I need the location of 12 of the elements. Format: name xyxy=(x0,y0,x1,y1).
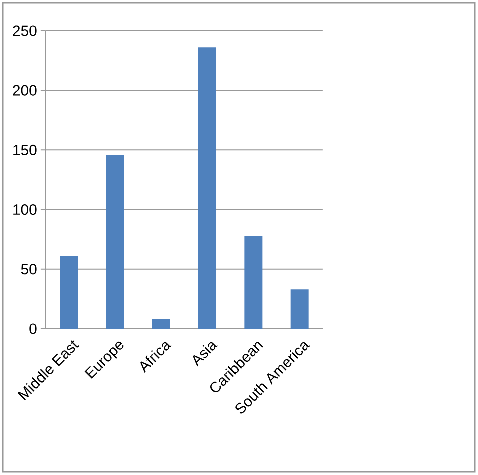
y-tick-label: 250 xyxy=(13,26,37,36)
bar xyxy=(60,256,78,329)
y-tick-label: 150 xyxy=(14,144,37,156)
y-tick-label: 0 xyxy=(30,324,37,334)
bar xyxy=(290,290,309,329)
bar xyxy=(244,236,263,329)
bar xyxy=(106,154,124,329)
y-tick-label: 100 xyxy=(14,204,37,216)
bar xyxy=(198,48,217,329)
y-tick-label: 50 xyxy=(21,264,37,275)
y-tick-label: 200 xyxy=(13,85,37,96)
bar xyxy=(152,319,170,329)
